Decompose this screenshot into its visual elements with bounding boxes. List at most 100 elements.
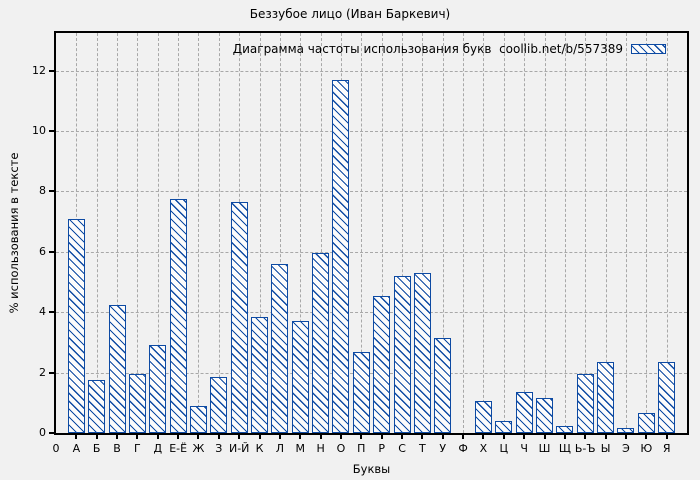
x-tick-mark <box>645 435 648 439</box>
x-tick-mark <box>441 435 444 439</box>
x-tick-label: Щ <box>558 442 571 455</box>
gridline-vertical <box>117 33 119 433</box>
x-tick-label: Б <box>92 442 101 455</box>
gridline-vertical <box>422 33 424 433</box>
legend: Диаграмма частоты использования букв coo… <box>233 42 666 56</box>
gridline-vertical <box>442 33 444 433</box>
bar-М <box>291 321 309 433</box>
x-tick-mark <box>156 435 159 439</box>
x-tick-mark <box>502 435 505 439</box>
x-tick-mark <box>665 435 668 439</box>
bar-Э <box>617 427 635 433</box>
x-tick-label: Г <box>134 442 141 455</box>
x-tick-mark <box>75 435 78 439</box>
bar-П <box>352 351 370 433</box>
bar-К <box>251 316 269 433</box>
x-tick-label: Э <box>622 442 630 455</box>
gridline-horizontal <box>56 372 687 374</box>
gridline-vertical <box>483 33 485 433</box>
bar-Ш <box>536 398 554 433</box>
gridline-horizontal <box>56 191 687 193</box>
bar-В <box>108 304 126 433</box>
gridline-vertical <box>157 33 159 433</box>
gridline-horizontal <box>56 131 687 133</box>
gridline-vertical <box>259 33 261 433</box>
legend-swatch <box>631 44 666 54</box>
plot-frame <box>54 31 689 435</box>
x-tick-mark <box>319 435 322 439</box>
bar-О <box>332 79 350 433</box>
x-tick-mark <box>177 435 180 439</box>
bar-Ч <box>515 392 533 433</box>
x-tick-label: Ж <box>192 442 205 455</box>
bar-Р <box>373 295 391 433</box>
gridline-horizontal <box>56 312 687 314</box>
gridline-vertical <box>544 33 546 433</box>
gridline-vertical <box>503 33 505 433</box>
x-tick-mark <box>258 435 261 439</box>
bar-У <box>434 337 452 433</box>
gridline-vertical <box>564 33 566 433</box>
bar-Б <box>88 380 106 433</box>
y-tick-label: 12 <box>32 63 46 77</box>
gridline-vertical <box>361 33 363 433</box>
y-tick-label: 0 <box>39 426 46 439</box>
bar-Л <box>271 263 289 433</box>
x-tick-mark <box>360 435 363 439</box>
bar-Ж <box>189 405 207 433</box>
x-tick-label: О <box>336 442 346 455</box>
x-tick-mark <box>217 435 220 439</box>
bar-Н <box>312 253 330 433</box>
gridline-vertical <box>585 33 587 433</box>
x-tick-label: Ы <box>600 442 611 455</box>
y-tick-label: 10 <box>32 124 46 138</box>
bar-Ы <box>597 362 615 433</box>
gridline-vertical <box>96 33 98 433</box>
x-tick-label: У <box>439 442 447 455</box>
x-tick-label: Н <box>316 442 325 455</box>
x-tick-mark <box>401 435 404 439</box>
bar-Ю <box>637 413 655 433</box>
x-tick-mark <box>197 435 200 439</box>
x-tick-mark <box>380 435 383 439</box>
gridline-vertical <box>646 33 648 433</box>
x-tick-mark <box>523 435 526 439</box>
x-tick-mark <box>482 435 485 439</box>
x-tick-label: З <box>215 442 223 455</box>
x-tick-label: А <box>72 442 81 455</box>
x-tick-mark <box>339 435 342 439</box>
x-tick-label: Ц <box>499 442 509 455</box>
x-tick-label: Л <box>275 442 285 455</box>
bar-Щ <box>556 426 574 433</box>
bar-Х <box>474 401 492 433</box>
gridline-vertical <box>198 33 200 433</box>
x-tick-label: Х <box>479 442 488 455</box>
gridline-vertical <box>625 33 627 433</box>
x-tick-mark <box>543 435 546 439</box>
x-tick-label: Ч <box>520 442 528 455</box>
gridline-horizontal <box>56 70 687 72</box>
x-tick-mark <box>238 435 241 439</box>
bar-А <box>67 218 85 433</box>
x-tick-label: Ь-Ъ <box>574 442 596 455</box>
x-tick-label: Ф <box>458 442 468 455</box>
gridline-vertical <box>666 33 668 433</box>
gridline-vertical <box>300 33 302 433</box>
x-tick-label: П <box>357 442 366 455</box>
y-tick-label: 2 <box>39 365 46 379</box>
gridline-vertical <box>605 33 607 433</box>
gridline-vertical <box>279 33 281 433</box>
gridline-vertical <box>463 33 465 433</box>
x-origin-label: 0 <box>52 442 60 455</box>
x-tick-label: Р <box>378 442 385 455</box>
plot-area: Диаграмма частоты использования букв coo… <box>56 33 687 433</box>
x-tick-label: К <box>255 442 264 455</box>
x-tick-mark <box>462 435 465 439</box>
bar-Г <box>128 374 146 433</box>
bars-layer <box>56 33 687 433</box>
x-tick-mark <box>584 435 587 439</box>
x-tick-label: Е-Ё <box>169 442 188 455</box>
y-axis-title: % использования в тексте <box>7 152 21 314</box>
bar-З <box>210 377 228 433</box>
